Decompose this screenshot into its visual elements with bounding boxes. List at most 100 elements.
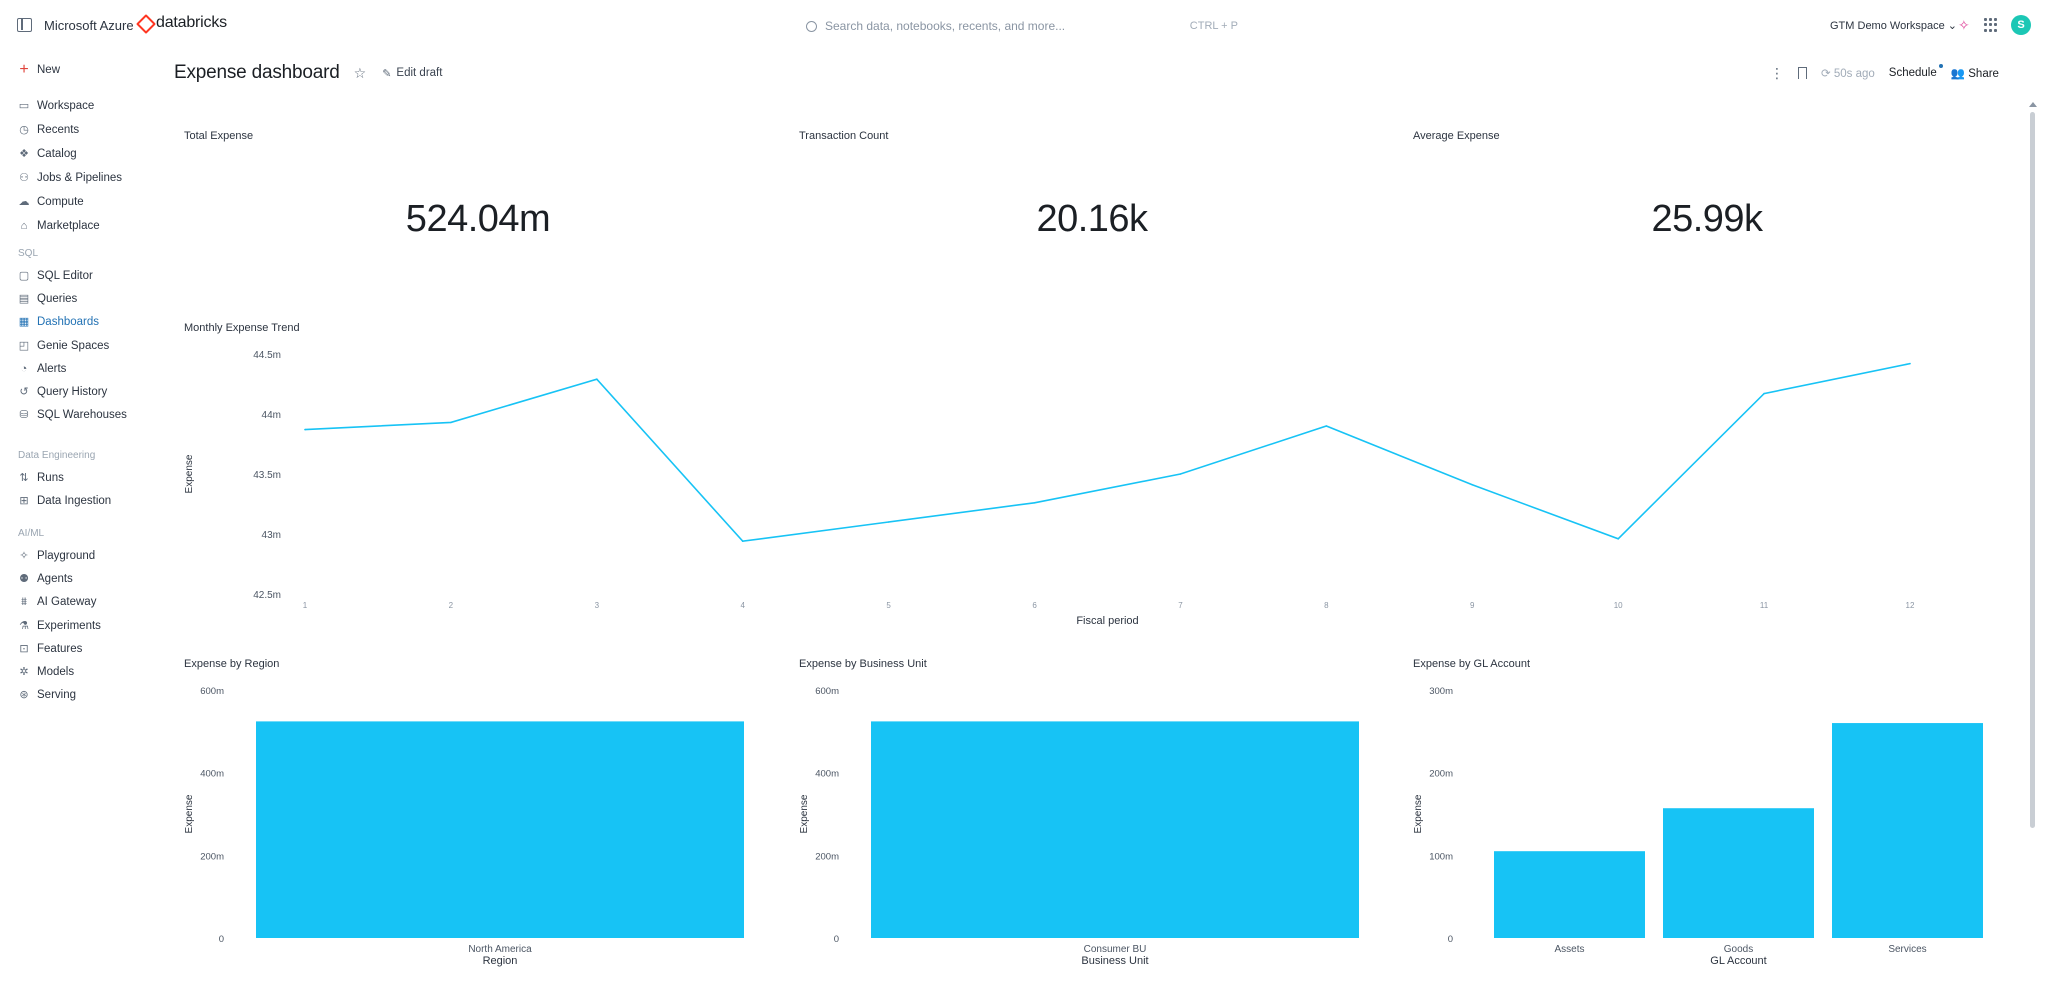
sidebar: + New ▭ Workspace ◷ Recents ❖ Catalog ⚇ Jobs & … [0,52,160,987]
sidebar-item-serving[interactable]: ⊛ Serving [18,685,76,705]
data-point [304,428,306,431]
x-tick-label: 9 [1470,601,1475,610]
sidebar-item-queries[interactable]: ▤ Queries [18,289,77,309]
edit-draft-button[interactable]: ✎ Edit draft [382,67,442,80]
sidebar-item-label: Query History [37,386,108,398]
refresh-button[interactable]: ⟳ 50s ago [1821,68,1875,80]
sidebar-item-agents[interactable]: ⚉ Agents [18,569,73,589]
sidebar-item-sql-warehouses[interactable]: ⛁ SQL Warehouses [18,405,127,425]
search-input[interactable]: Search data, notebooks, recents, and mor… [806,14,1246,38]
workspace-selector[interactable]: GTM Demo Workspace ⌄ [1830,20,1957,32]
sidebar-item-compute[interactable]: ☁ Compute [18,192,84,212]
sidebar-item-query-history[interactable]: ↺ Query History [18,382,107,402]
warehouse-icon: ⛁ [19,409,29,422]
refresh-label: 50s ago [1833,68,1875,80]
bell-icon: ◔ [20,362,28,375]
scroll-up-arrow-icon[interactable] [2029,102,2037,107]
sidebar-toggle-icon[interactable] [17,18,32,32]
x-tick-label: 4 [741,601,746,610]
x-tick-label: 3 [595,601,600,610]
x-tick-label: 1 [303,601,308,610]
x-tick-label: 5 [886,601,891,610]
sidebar-item-label: Models [37,666,75,678]
assistant-icon[interactable]: ✧ [1958,17,1970,33]
y-axis-label: Expense [184,454,195,493]
schedule-dot [1938,64,1943,68]
counter-title-transaction-count: Transaction Count [799,130,889,142]
sidebar-item-catalog[interactable]: ❖ Catalog [18,144,77,164]
y-tick-label: 200m [200,851,224,862]
data-point [1617,538,1619,540]
sidebar-item-workspace[interactable]: ▭ Workspace [18,96,95,116]
sidebar-item-models[interactable]: ✲ Models [18,662,74,682]
share-button[interactable]: 👥 Share [1950,68,1999,80]
sidebar-item-label: Queries [37,293,78,306]
agents-icon: ⚉ [19,573,29,586]
databricks-logo[interactable]: databricks [138,14,227,32]
sidebar-item-experiments[interactable]: ⚗ Experiments [18,616,101,636]
y-tick-label: 100m [1429,851,1453,862]
sidebar-item-genie-spaces[interactable]: ◰ Genie Spaces [18,336,109,356]
y-axis-label: Expense [1413,794,1424,833]
section-ai-ml: AI/ML [18,528,45,539]
scrollbar[interactable] [2030,112,2035,828]
history-icon: ↺ [19,386,29,398]
sidebar-item-runs[interactable]: ⇅ Runs [18,468,64,488]
sidebar-item-ai-gateway[interactable]: ⩩ AI Gateway [18,592,96,612]
sidebar-item-data-ingestion[interactable]: ⊞ Data Ingestion [18,491,111,511]
y-tick-label: 600m [815,686,839,697]
new-button[interactable]: + New [18,60,60,80]
schedule-button[interactable]: Schedule [1889,64,1943,79]
y-tick-label: 0 [1448,934,1453,945]
flask-icon: ⚗ [19,619,29,632]
sidebar-item-features[interactable]: ⊡ Features [18,639,82,659]
sidebar-item-label: Runs [37,472,64,484]
ingestion-icon: ⊞ [19,495,29,507]
sidebar-item-label: Data Ingestion [37,495,112,507]
x-axis-label: GL Account [1710,955,1766,967]
workspace-label: GTM Demo Workspace [1830,20,1945,32]
sidebar-item-playground[interactable]: ✧ Playground [18,546,95,566]
sidebar-item-marketplace[interactable]: ⌂ Marketplace [18,216,100,236]
search-icon [806,20,817,32]
x-tick-label: 2 [449,601,454,610]
y-tick-label: 44.5m [253,350,281,361]
top-bar: Microsoft Azure databricks Search data, … [0,0,2045,52]
y-axis-label: Expense [184,794,195,833]
bookmark-icon[interactable] [1798,67,1807,79]
counter-value-transaction-count: 20.16k [1036,198,1148,240]
azure-label[interactable]: Microsoft Azure [44,18,134,33]
sidebar-item-recents[interactable]: ◷ Recents [18,120,79,140]
databricks-logo-icon [138,16,152,30]
pencil-icon: ✎ [382,67,392,80]
expense-by-gl-account-chart: 0 100m 200m 300m Expense Assets Goods Services G… [1413,686,1983,967]
sidebar-item-jobs-pipelines[interactable]: ⚇ Jobs & Pipelines [18,168,122,188]
bar-chart-region-title: Expense by Region [184,658,280,670]
star-icon[interactable]: ☆ [353,64,367,81]
y-tick-label: 0 [834,934,839,945]
x-tick-label: Assets [1554,944,1584,955]
search-shortcut: CTRL + P [1189,20,1238,32]
data-point [1909,362,1911,365]
apps-grid-icon[interactable] [1984,18,1998,32]
plus-icon: + [19,61,29,78]
sidebar-item-sql-editor[interactable]: ▢ SQL Editor [18,266,93,286]
section-sql: SQL [18,248,39,259]
genie-icon: ◰ [18,339,30,352]
runs-icon: ⇅ [19,472,29,484]
gateway-icon: ⩩ [21,596,27,609]
share-label: Share [1968,68,1999,80]
y-tick-label: 200m [815,851,839,862]
series-line [304,362,1911,543]
bar [871,721,1359,938]
sidebar-item-label: Catalog [37,148,77,160]
kebab-menu-icon[interactable]: ⋮ [1770,64,1784,81]
sidebar-item-label: Jobs & Pipelines [37,172,123,184]
x-tick-label: 11 [1760,601,1769,610]
avatar[interactable]: S [2011,15,2031,35]
x-tick-label: 7 [1178,601,1183,610]
playground-icon: ✧ [19,550,29,562]
sidebar-item-dashboards[interactable]: ▦ Dashboards [18,312,99,332]
sidebar-item-alerts[interactable]: ◔ Alerts [18,359,67,379]
y-tick-label: 43.5m [253,470,281,481]
